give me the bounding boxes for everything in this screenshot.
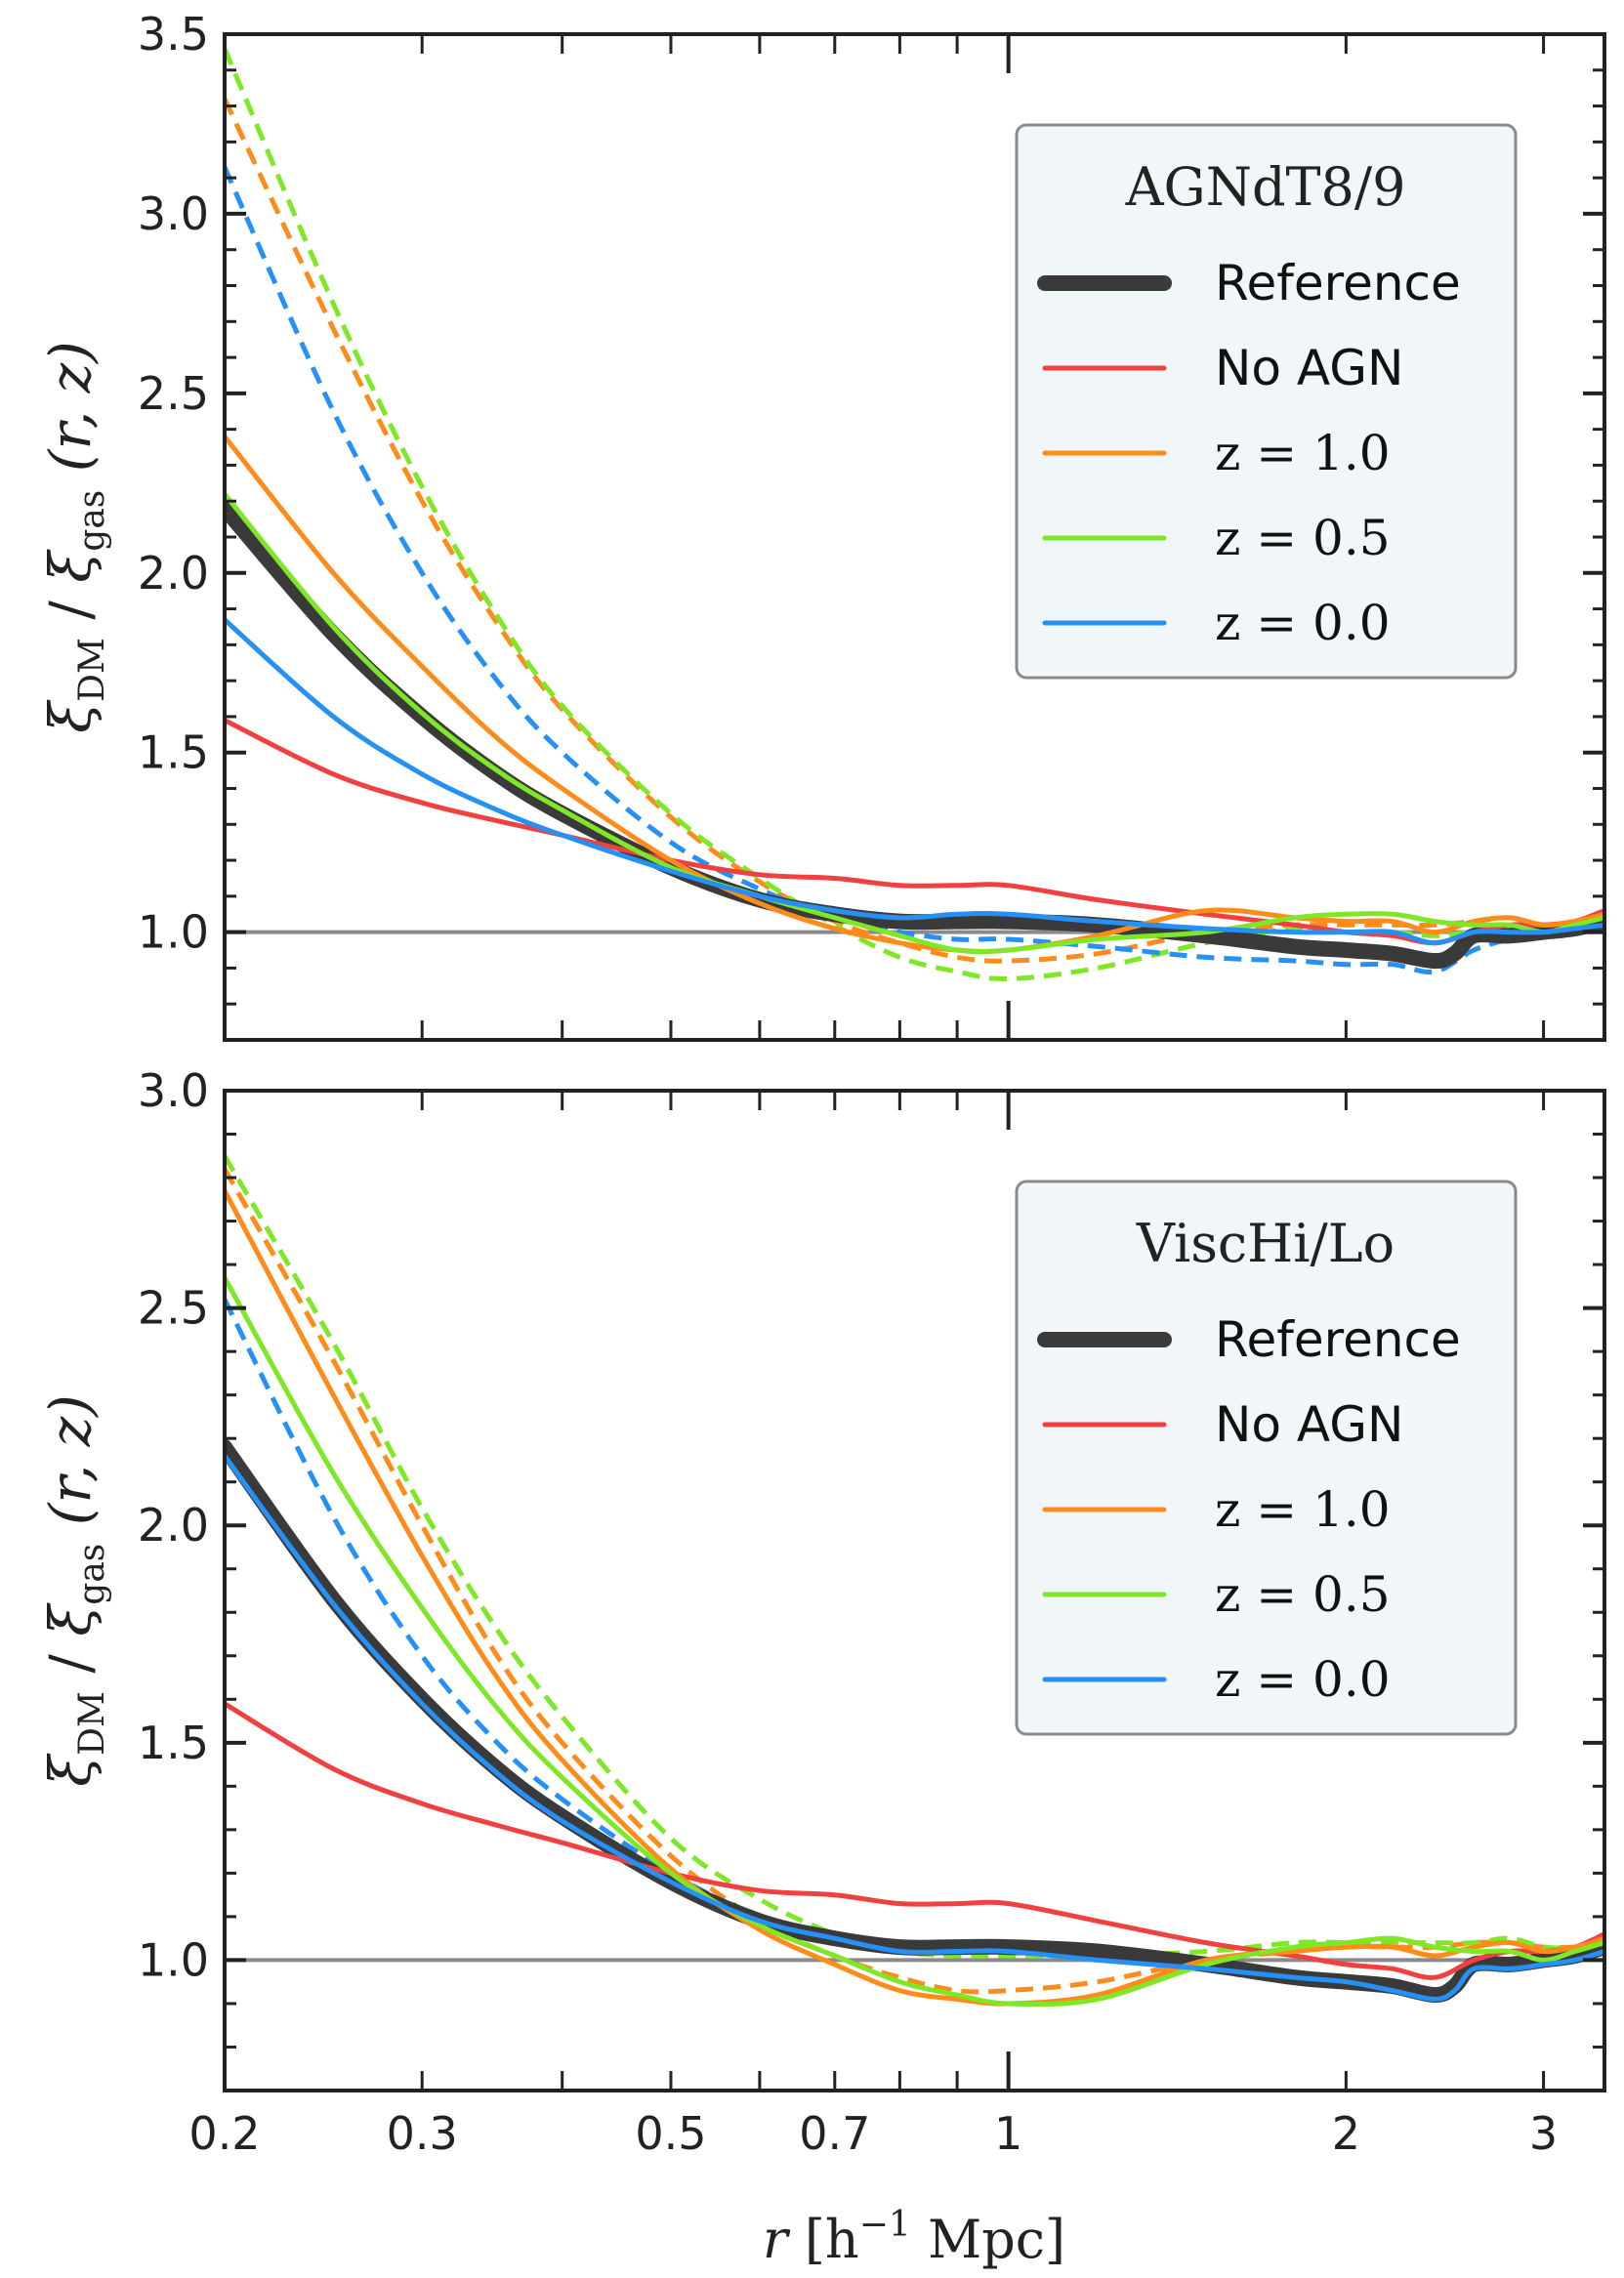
yticks-top: 1.0 1.5 2.0 2.5 3.0 3.5 [138,8,1604,1042]
series-line-top-z-0-0-variationa-dashed [225,166,1604,975]
y-tick-label-bottom: 2.0 [138,1499,209,1552]
legend-label-no-agn: No AGN [1215,1396,1403,1453]
axes-frame-top [223,32,1606,1042]
series-line-bottom-z-0-0 [225,1453,1604,2002]
y-axis-label-top: ξDM / ξgas (r, z) [37,341,112,733]
legend-title-top: AGNdT8/9 [1125,156,1406,218]
y-tick-label-top: 3.5 [138,8,209,61]
series-layer-bottom [225,1154,1604,2008]
y-tick-label-top: 2.0 [138,547,209,600]
series-line-top-z-0-0 [225,617,1604,946]
legend-label-no-agn: No AGN [1215,340,1403,396]
legend-label-z-0-0: z = 0.0 [1215,1651,1391,1708]
xticks-bottom: 0.2 0.3 0.5 0.7 1 2 3 [188,1091,1558,2160]
legend-label-z-0-5: z = 0.5 [1215,1566,1391,1623]
y-axis-label-bottom: ξDM / ξgas (r, z) [37,1394,112,1787]
legend-top: AGNdT8/9 Reference No AGN z = 1.0 z = 0.5 z … [1015,123,1518,680]
series-line-top-z-0-5 [225,491,1604,955]
legend-label-reference: Reference [1215,255,1461,311]
axes-frame-bottom [223,1089,1606,2092]
x-tick-label: 0.3 [387,2107,458,2160]
x-tick-label: 2 [1332,2107,1360,2160]
legend-bottom: ViscHi/Lo Reference No AGN z = 1.0 z = 0.5 z… [1015,1180,1518,1736]
legend-entries-bottom: Reference No AGN z = 1.0 z = 0.5 z = 0.0 [1037,1311,1461,1708]
y-tick-label-top: 3.0 [138,187,209,240]
legend-label-reference: Reference [1215,1311,1461,1368]
series-line-bottom-z-1-0-variationb-dashed [225,1167,1604,1995]
legend-entries-top: Reference No AGN z = 1.0 z = 0.5 z = 0.0 [1037,255,1461,651]
legend-label-z-0-5: z = 0.5 [1215,510,1391,566]
y-tick-label-top: 1.0 [138,906,209,959]
x-tick-label: 0.7 [799,2107,870,2160]
legend-label-z-1-0: z = 1.0 [1215,1481,1391,1538]
legend-label-z-0-0: z = 0.0 [1215,595,1391,651]
series-line-bottom-reference [225,1439,1604,2004]
x-tick-label: 0.2 [188,2107,260,2160]
series-line-bottom-z-1-0 [225,1187,1604,2007]
series-line-bottom-z-0-5 [225,1274,1604,2008]
y-tick-label-bottom: 1.5 [138,1717,209,1769]
series-line-top-z-1-0-variationa-dashed [225,98,1604,964]
panel-bottom: 1.0 1.5 2.0 2.5 3.0 0.2 0.3 0.5 0.7 1 2 3 ξDM / ξg… [37,1064,1606,2270]
y-tick-label-top: 1.5 [138,726,209,779]
y-tick-label-bottom: 1.0 [138,1933,209,1986]
series-line-bottom-z-0-5-variationb-dashed [225,1154,1604,1959]
y-tick-label-bottom: 3.0 [138,1064,209,1117]
x-tick-label: 0.5 [635,2107,706,2160]
series-line-bottom-no-agn [225,1701,1604,1980]
series-layer-top [225,47,1604,982]
x-tick-label: 3 [1529,2107,1558,2160]
y-tick-label-top: 2.5 [138,367,209,420]
series-line-top-reference [225,500,1604,970]
y-tick-label-bottom: 2.5 [138,1282,209,1335]
legend-title-bottom: ViscHi/Lo [1136,1213,1395,1274]
yticks-bottom: 1.0 1.5 2.0 2.5 3.0 [138,1064,1604,2092]
x-axis-label: r [h−1 Mpc] [763,2205,1065,2270]
legend-label-z-1-0: z = 1.0 [1215,425,1391,481]
x-tick-label: 1 [994,2107,1022,2160]
panel-top: 1.0 1.5 2.0 2.5 3.0 3.5 ξDM / ξgas (r, z) AGN… [37,8,1606,1042]
